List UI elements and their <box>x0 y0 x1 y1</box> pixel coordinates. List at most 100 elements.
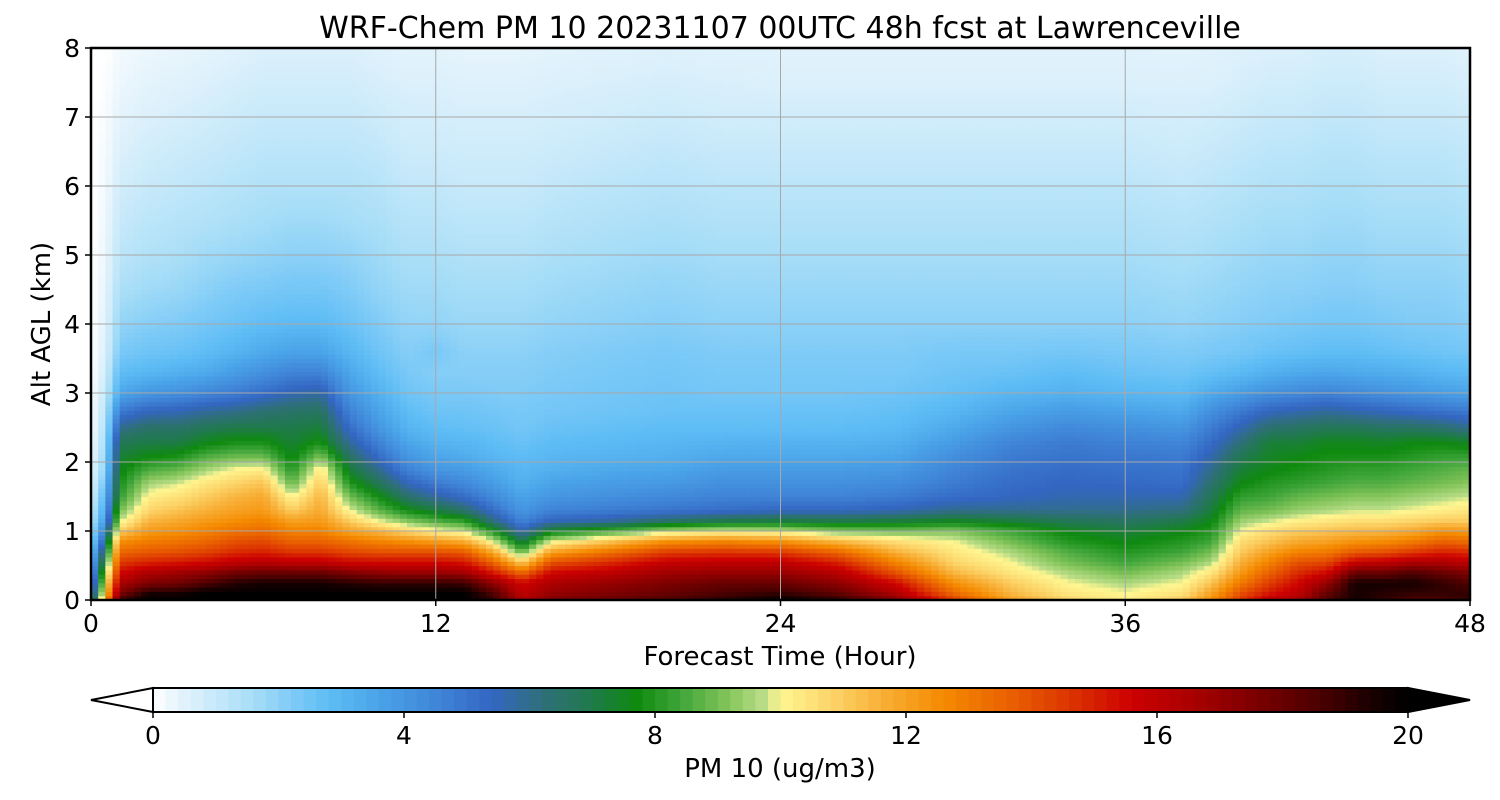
heatmap-cell <box>126 186 135 191</box>
heatmap-cell <box>234 56 243 62</box>
heatmap-cell <box>112 60 121 66</box>
heatmap-cell <box>220 414 229 420</box>
heatmap-cell <box>306 263 315 269</box>
heatmap-cell <box>299 405 308 411</box>
heatmap-cell <box>98 272 106 278</box>
heatmap-cell <box>320 526 329 532</box>
heatmap-cell <box>112 591 121 597</box>
heatmap-cell <box>313 216 322 222</box>
heatmap-cell <box>91 60 99 66</box>
heatmap-cell <box>249 194 257 200</box>
heatmap-cell <box>263 578 272 584</box>
heatmap-cell <box>155 349 164 355</box>
heatmap-cell <box>227 453 236 459</box>
heatmap-cell <box>249 246 257 252</box>
heatmap-cell <box>184 108 193 114</box>
heatmap-cell <box>162 177 171 183</box>
heatmap-cell <box>356 125 365 131</box>
heatmap-cell <box>292 474 300 480</box>
heatmap-cell <box>263 91 272 97</box>
heatmap-cell <box>356 393 365 398</box>
heatmap-cell <box>227 229 236 235</box>
heatmap-cell <box>342 375 351 381</box>
heatmap-cell <box>191 561 200 567</box>
heatmap-cell <box>270 332 279 338</box>
heatmap-cell <box>363 401 372 407</box>
heatmap-cell <box>313 410 322 416</box>
heatmap-cell <box>141 440 150 446</box>
heatmap-cell <box>256 449 264 454</box>
heatmap-cell <box>328 375 336 381</box>
heatmap-cell <box>98 371 106 377</box>
heatmap-cell <box>91 565 99 571</box>
heatmap-cell <box>263 336 272 342</box>
heatmap-cell <box>263 548 272 554</box>
heatmap-cell <box>335 73 343 79</box>
heatmap-cell <box>284 280 293 286</box>
heatmap-cell <box>141 311 150 316</box>
heatmap-cell <box>234 462 243 467</box>
heatmap-cell <box>313 595 322 600</box>
heatmap-cell <box>126 160 135 166</box>
heatmap-cell <box>205 280 214 286</box>
heatmap-cell <box>313 138 322 144</box>
heatmap-cell <box>177 190 185 196</box>
heatmap-cell <box>155 173 164 178</box>
heatmap-cell <box>313 444 322 450</box>
heatmap-cell <box>134 129 142 135</box>
heatmap-cell <box>241 358 250 364</box>
heatmap-cell <box>284 591 293 597</box>
heatmap-cell <box>320 186 329 191</box>
heatmap-cell <box>328 125 336 131</box>
heatmap-cell <box>126 578 135 584</box>
heatmap-cell <box>256 207 264 213</box>
heatmap-cell <box>306 302 315 308</box>
heatmap-cell <box>220 207 229 213</box>
heatmap-cell <box>119 587 128 592</box>
heatmap-cell <box>170 211 178 217</box>
heatmap-cell <box>119 470 128 476</box>
heatmap-cell <box>241 526 250 532</box>
heatmap-cell <box>241 104 250 109</box>
heatmap-cell <box>342 526 351 532</box>
heatmap-cell <box>148 500 157 506</box>
heatmap-cell <box>119 168 128 174</box>
heatmap-cell <box>263 513 272 519</box>
heatmap-cell <box>91 578 99 584</box>
heatmap-cell <box>320 65 329 71</box>
heatmap-cell <box>306 311 315 316</box>
heatmap-cell <box>335 52 343 58</box>
heatmap-cell <box>177 496 185 502</box>
heatmap-cell <box>170 319 178 325</box>
heatmap-cell <box>306 513 315 519</box>
heatmap-cell <box>170 52 178 58</box>
heatmap-cell <box>141 285 150 291</box>
heatmap-cell <box>277 341 286 347</box>
heatmap-cell <box>220 328 229 334</box>
heatmap-cell <box>363 349 372 355</box>
heatmap-cell <box>241 190 250 196</box>
heatmap-cell <box>306 388 315 394</box>
heatmap-cell <box>335 513 343 519</box>
heatmap-cell <box>328 505 336 511</box>
heatmap-cell <box>292 349 300 355</box>
heatmap-cell <box>126 457 135 463</box>
heatmap-cell <box>162 91 171 97</box>
heatmap-cell <box>270 164 279 170</box>
heatmap-cell <box>119 298 128 304</box>
heatmap-cell <box>263 207 272 213</box>
heatmap-cell <box>356 108 365 114</box>
heatmap-cell <box>177 444 185 450</box>
heatmap-cell <box>141 561 150 567</box>
heatmap-cell <box>134 211 142 217</box>
heatmap-cell <box>277 237 286 243</box>
heatmap-cell <box>284 259 293 265</box>
heatmap-cell <box>234 302 243 308</box>
heatmap-cell <box>306 147 315 153</box>
heatmap-cell <box>328 556 336 562</box>
heatmap-cell <box>249 302 257 308</box>
heatmap-cell <box>328 198 336 204</box>
heatmap-cell <box>177 48 185 53</box>
heatmap-cell <box>177 470 185 476</box>
heatmap-cell <box>284 440 293 446</box>
